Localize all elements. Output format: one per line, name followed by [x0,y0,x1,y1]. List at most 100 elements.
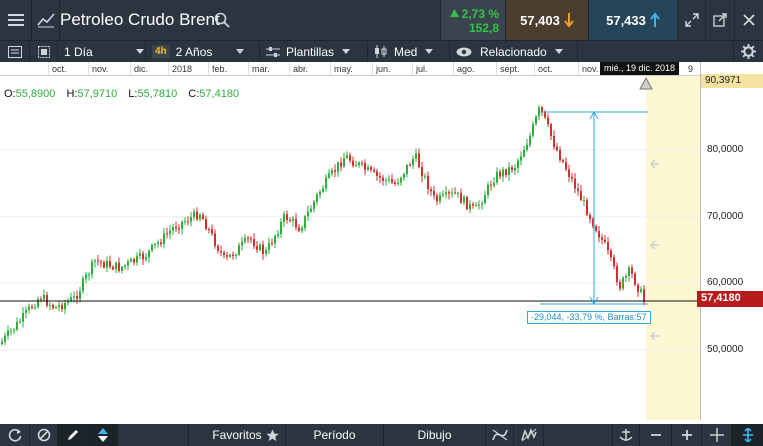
candle-body [457,192,459,194]
candle-body [586,199,588,215]
candle-body [388,179,390,181]
candle-body [217,245,219,251]
candle-body [526,144,528,150]
wave-tool-button[interactable] [514,424,544,446]
candles [1,105,645,346]
curve-tool-button[interactable] [486,424,514,446]
candle-body [16,321,18,330]
candle-body [133,259,135,263]
popout-button[interactable] [706,0,735,40]
candle-body [622,277,624,289]
close-button[interactable] [735,0,763,40]
anchor-button[interactable] [612,424,640,446]
zoom-in-button[interactable] [672,424,702,446]
minus-icon [650,434,661,436]
candlestick-chart[interactable] [0,76,700,420]
time-axis-trailing: 9 [688,64,694,74]
candle-body [268,242,270,250]
candle-body [331,170,333,174]
candle-body [478,204,480,206]
move-button[interactable] [88,424,118,446]
month-label: nov. [92,64,109,74]
price-type-dropdown[interactable]: Med [368,41,450,62]
search-icon[interactable] [214,12,230,31]
instrument-title[interactable]: Petroleo Crudo Brent [60,10,220,29]
buy-price: 57,433 [606,12,646,28]
period-button[interactable]: Período [286,424,384,446]
undo-button[interactable] [0,424,30,446]
candle-body [283,214,285,222]
candle-body [43,294,45,300]
triangle-marker-icon[interactable] [639,76,653,90]
zoom-out-button[interactable] [640,424,672,446]
month-label: mar. [252,64,270,74]
candle-body [601,237,603,240]
candle-body [454,192,456,194]
arrow-down-icon [564,13,574,28]
candle-body [4,335,6,342]
candle-body [61,305,63,310]
month-label: sept. [500,64,520,74]
chart-toolbar: 1 Día 4h 2 Años Plantillas Med Relaciona… [0,40,763,62]
candle-body [433,191,435,196]
settings-button[interactable] [733,41,763,62]
range-dropdown[interactable]: 4h 2 Años [146,41,260,62]
date-tooltip: mié., 19 dic. 2018 [600,62,680,75]
interval-dropdown[interactable]: 1 Día [58,41,146,62]
layout-button[interactable] [30,41,58,62]
candle-body [223,252,225,255]
candle-body [604,239,606,242]
drawing-button[interactable]: Dibujo [384,424,486,446]
crosshair-button[interactable] [702,424,732,446]
hide-drawings-button[interactable] [30,424,58,446]
sliders-icon [266,46,280,57]
measure-tool[interactable] [540,110,648,306]
chevron-down-icon [235,49,244,54]
candle-body [160,242,162,245]
pencil-icon [67,430,78,440]
candle-body [385,180,387,182]
candle-body [52,305,54,308]
wave-icon [520,428,537,442]
buy-button[interactable]: 57,433 [588,0,677,40]
month-label: jun. [376,64,391,74]
candle-body [265,249,267,255]
menu-button[interactable] [0,0,32,40]
candle-body [91,261,93,275]
chevron-down-icon [342,49,351,54]
templates-dropdown[interactable]: Plantillas [260,41,368,62]
price-chart[interactable] [0,62,700,420]
candle-body [346,155,348,159]
panel-toggle-button[interactable] [0,41,30,62]
candle-body [397,182,399,184]
candle-body [136,255,138,263]
candle-body [70,297,72,302]
up-down-arrows-icon [97,428,108,442]
candle-body [55,307,57,309]
candle-body [154,244,156,246]
month-tick [578,62,579,75]
candle-body [568,169,570,177]
arrow-up-icon [450,9,459,17]
price-top-marker: 90,3971 [701,74,763,88]
draw-button[interactable] [58,424,88,446]
price-axis[interactable]: 90,3971 80,0000 70,0000 60,0000 50,0000 … [697,62,763,420]
candle-body [184,221,186,223]
high-value: 57,9710 [77,88,118,100]
price-type-value: Med [394,44,418,59]
candle-body [31,306,33,308]
candle-body [493,182,495,186]
candle-body [307,211,309,217]
favorite-star-button[interactable] [260,424,286,446]
grid-icon [37,45,50,58]
expand-button[interactable] [677,0,706,40]
scroll-markers[interactable] [649,159,659,341]
chart-type-button[interactable] [32,0,60,40]
candle-body [463,196,465,203]
scale-button[interactable] [732,424,763,446]
sell-button[interactable]: 57,403 [505,0,588,40]
candle-body [49,305,51,307]
related-dropdown[interactable]: Relacionado [450,41,578,62]
candle-body [490,184,492,186]
candle-body [10,330,12,332]
